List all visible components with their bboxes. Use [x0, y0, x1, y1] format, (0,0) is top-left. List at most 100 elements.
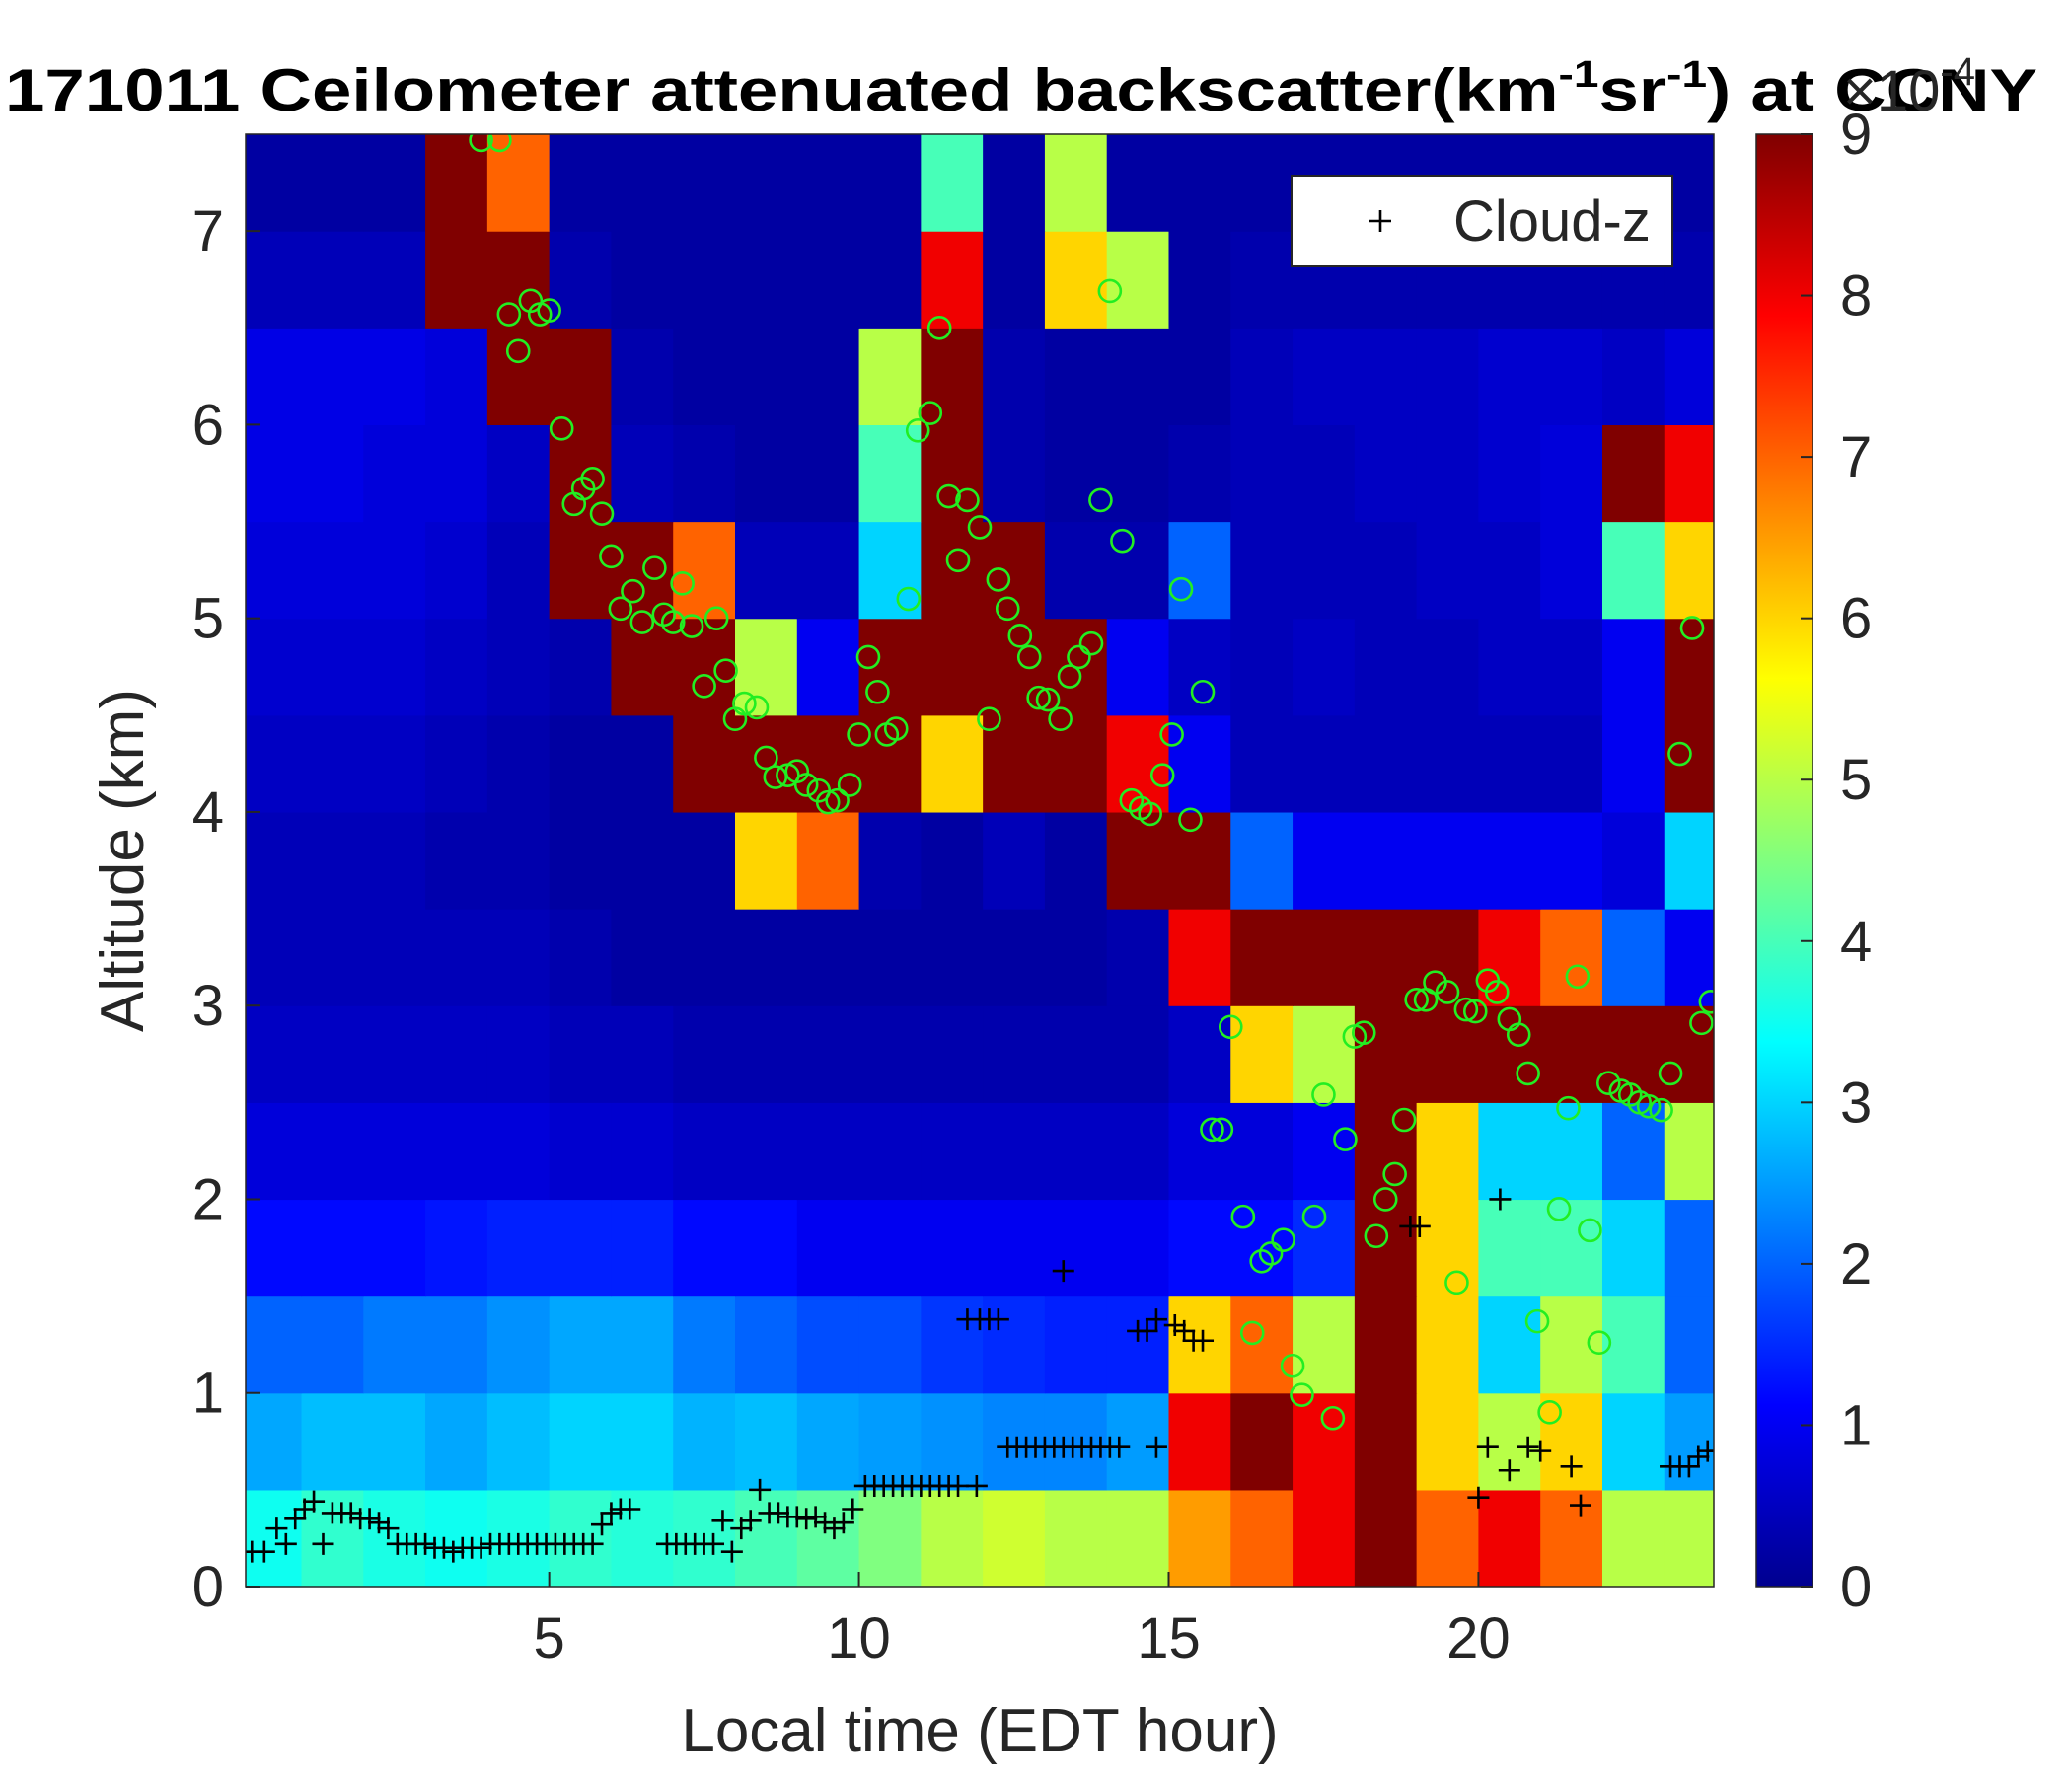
heat-cell	[301, 909, 364, 1006]
heat-cell	[1354, 714, 1418, 813]
heat-cell	[301, 231, 364, 329]
y-tick-label: 1	[192, 1362, 224, 1426]
heat-cell	[425, 909, 488, 1006]
heat-cell	[1664, 909, 1714, 1006]
heat-cell	[1293, 328, 1356, 425]
circle-marker	[1658, 1061, 1683, 1086]
heat-cell	[425, 714, 488, 813]
plus-marker	[832, 1512, 854, 1534]
heat-cell	[983, 1295, 1046, 1394]
legend-box	[1291, 175, 1673, 267]
heat-cell	[549, 1102, 613, 1201]
plus-marker	[591, 1514, 614, 1536]
heat-cell	[425, 1102, 488, 1201]
heat-cell	[921, 328, 984, 425]
heat-cell	[921, 1295, 984, 1394]
circle-marker	[1537, 1400, 1562, 1425]
heat-cell	[1168, 1102, 1231, 1201]
heat-cell	[796, 1489, 860, 1587]
circle-marker	[1453, 997, 1479, 1022]
heat-cell	[246, 1295, 303, 1394]
heat-cell	[921, 1392, 984, 1491]
plus-marker	[823, 1517, 846, 1540]
plus-marker	[767, 1502, 789, 1524]
plus-marker	[785, 1506, 808, 1528]
circle-marker	[1391, 1107, 1417, 1133]
heat-cell	[363, 231, 426, 329]
plus-marker	[358, 1508, 381, 1530]
circle-marker	[1138, 801, 1162, 827]
heat-cell	[486, 424, 551, 523]
heat-cell	[611, 714, 674, 813]
heat-cell	[735, 424, 798, 523]
title-sup: -1	[1666, 54, 1707, 96]
heat-cell	[301, 714, 364, 813]
heat-cell	[1230, 1489, 1294, 1587]
heat-cell	[858, 231, 922, 329]
heat-cell	[1106, 618, 1170, 716]
heat-cell	[486, 714, 551, 813]
heat-cell	[735, 811, 798, 910]
circle-marker	[1364, 1223, 1389, 1249]
circle-marker	[1578, 1218, 1602, 1243]
heat-cell	[1168, 714, 1231, 813]
circle-marker	[763, 765, 788, 789]
heat-cell	[1540, 424, 1603, 523]
heat-cell	[1601, 909, 1665, 1006]
heat-cell	[983, 909, 1046, 1006]
plus-marker	[1136, 1319, 1158, 1342]
circle-marker	[1382, 1161, 1407, 1187]
circle-marker	[1168, 576, 1194, 602]
heat-cell	[1416, 909, 1480, 1006]
heat-cell	[611, 1295, 674, 1394]
heat-cell	[1230, 714, 1294, 813]
circle-marker	[955, 487, 980, 513]
circle-marker	[855, 644, 881, 670]
circle-marker	[1320, 1405, 1346, 1431]
heat-cell	[983, 1199, 1046, 1297]
colorbar-tick-label: 8	[1840, 264, 1872, 329]
plus-marker	[739, 1510, 762, 1532]
plot-frame	[245, 133, 1715, 1588]
heat-cell	[1293, 618, 1356, 716]
heat-cell	[858, 134, 922, 232]
heat-cell	[486, 1005, 551, 1103]
heat-cell	[1416, 424, 1480, 523]
heat-cell	[1168, 328, 1231, 425]
circle-marker	[496, 302, 522, 327]
heat-cell	[486, 1199, 551, 1297]
heat-cell	[1354, 1199, 1418, 1297]
heat-cell	[1478, 1199, 1541, 1297]
y-tick-label: 7	[192, 199, 224, 263]
heat-cell	[1168, 231, 1231, 329]
title-part: sr	[1598, 57, 1666, 123]
heat-cell	[1416, 1199, 1480, 1297]
heat-cell	[858, 424, 922, 523]
heat-cell	[1540, 811, 1603, 910]
plus-marker	[1145, 1436, 1167, 1458]
circle-marker	[1218, 1014, 1243, 1040]
circle-marker	[1444, 1270, 1469, 1295]
circle-marker	[703, 606, 729, 630]
heat-cell	[1106, 1199, 1170, 1297]
heat-cell	[1354, 521, 1418, 620]
plus-marker	[987, 1308, 1009, 1331]
circle-marker	[995, 596, 1020, 622]
plus-marker	[965, 1474, 988, 1497]
heat-cell	[1664, 521, 1714, 620]
heat-cell	[486, 134, 551, 232]
circle-marker	[793, 773, 819, 797]
heat-cell	[1478, 521, 1541, 620]
plus-marker	[1467, 1486, 1490, 1509]
heat-cell	[1044, 328, 1108, 425]
heat-cell	[1230, 1102, 1294, 1201]
heat-cell	[1354, 1489, 1418, 1587]
heat-cell	[1601, 521, 1665, 620]
heat-cell	[735, 1102, 798, 1201]
plus-marker	[470, 1536, 492, 1559]
heat-cell	[735, 1005, 798, 1103]
heat-cell	[1354, 909, 1418, 1006]
heat-cell	[1293, 1295, 1356, 1394]
heat-cell	[1044, 521, 1108, 620]
heat-cell	[1664, 1489, 1714, 1587]
